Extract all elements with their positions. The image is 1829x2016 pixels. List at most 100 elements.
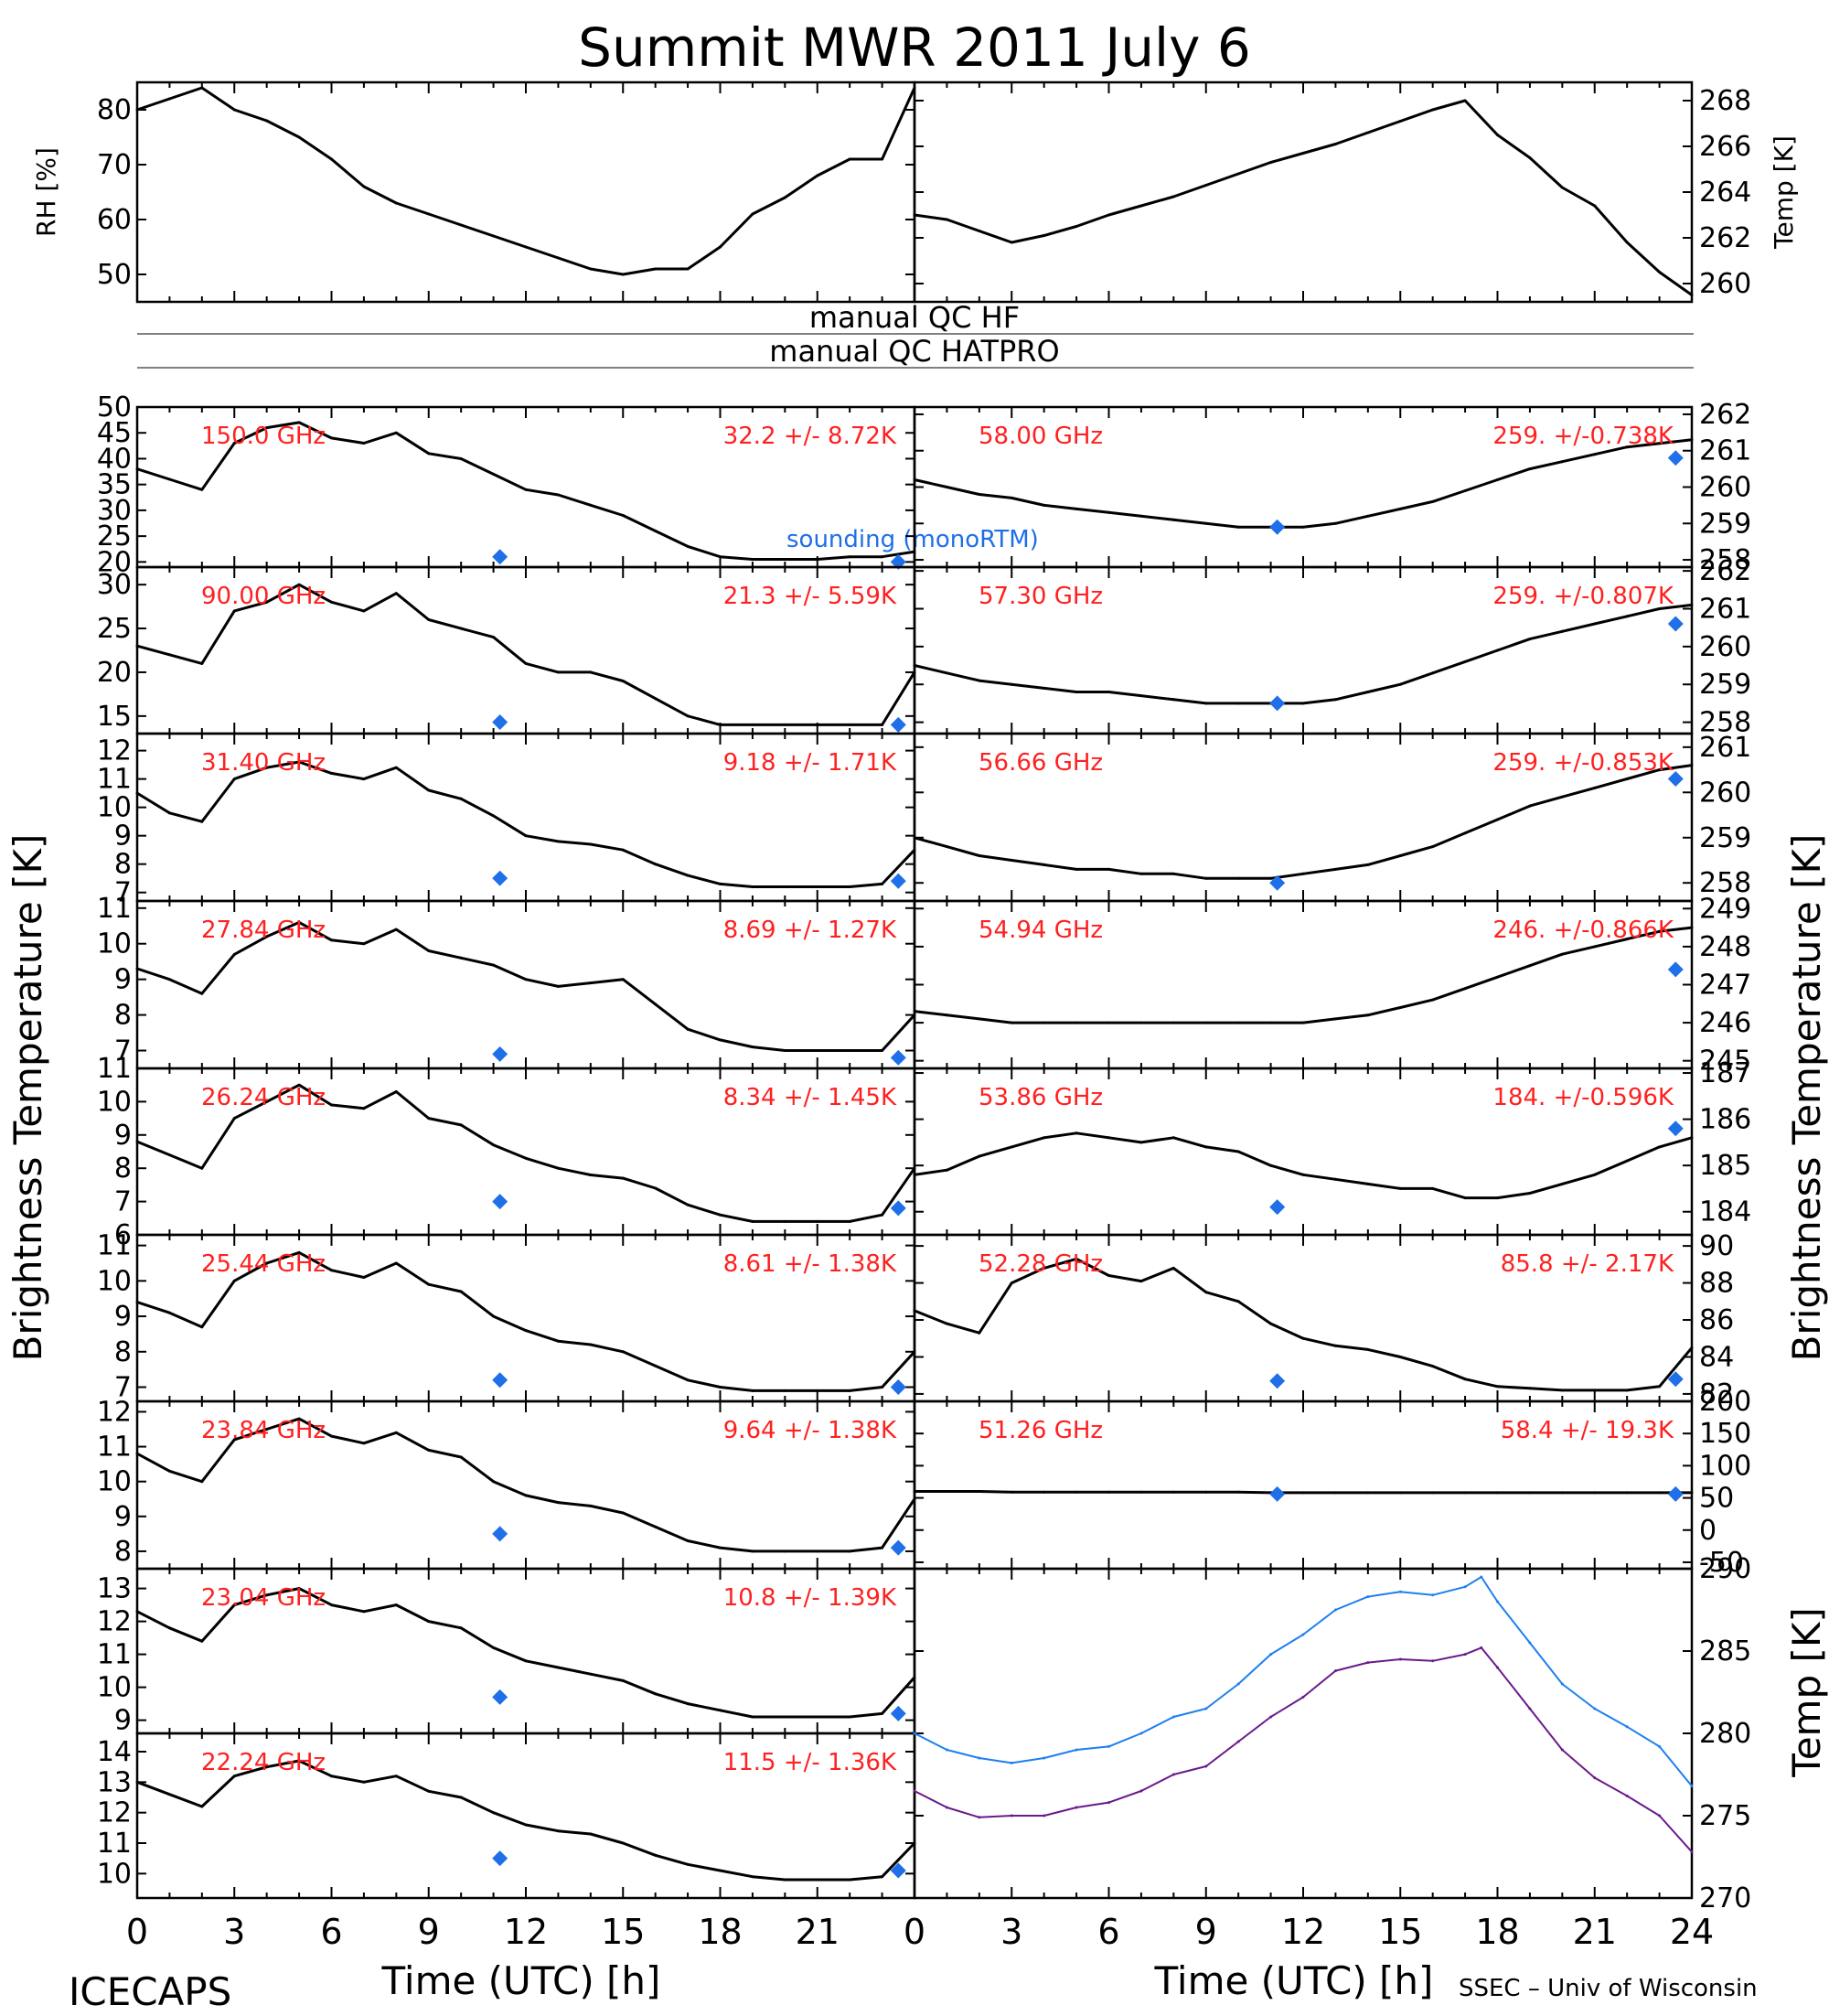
data-point [1010, 241, 1013, 244]
data-point [783, 1715, 786, 1719]
data-point [719, 1546, 722, 1550]
data-point [297, 1417, 301, 1421]
y-tick-label: 9 [114, 964, 132, 996]
data-point [427, 788, 431, 792]
sounding-marker [492, 870, 508, 886]
y-tick-label: 9 [114, 820, 132, 853]
data-point [556, 984, 560, 988]
data-point [621, 273, 625, 276]
data-point [1593, 945, 1597, 949]
data-point [362, 1276, 366, 1279]
panel-52.28: 82 84 86 88 90 52.28 GHz 85.8 +/- 2.17K [913, 1230, 1734, 1410]
data-point [1301, 525, 1305, 529]
y-tick-label: 86 [1699, 1304, 1734, 1336]
sounding-marker [1269, 519, 1286, 535]
data-point [816, 1049, 819, 1052]
y-tick-label: 245 [1699, 1046, 1751, 1078]
data-point [135, 1301, 139, 1304]
sounding-marker [890, 1049, 906, 1066]
sounding-marker [1269, 1485, 1286, 1502]
data-point [751, 1219, 754, 1223]
data-point [654, 267, 658, 271]
data-point [1204, 1021, 1208, 1024]
data-point [1366, 1491, 1370, 1495]
data-point [556, 1501, 560, 1505]
data-point [1398, 1657, 1402, 1661]
data-point [1496, 1600, 1499, 1603]
data-point [589, 981, 593, 985]
data-point [1496, 1491, 1499, 1495]
y-tick-label: 9 [114, 1501, 132, 1533]
sounding-marker [890, 553, 906, 570]
data-point [1236, 1150, 1240, 1153]
data-point [848, 157, 851, 161]
stat-label: 259. +/-0.738K [1492, 423, 1674, 450]
data-point [881, 1546, 884, 1550]
data-point [394, 1261, 398, 1265]
y-tick-label: 10 [97, 1672, 132, 1704]
y-tick-label: 15 [97, 701, 132, 733]
x-tick-label: 12 [1281, 1912, 1325, 1952]
panel-frame [913, 1567, 1694, 1900]
data-point [686, 267, 690, 271]
data-point [1625, 938, 1629, 941]
data-point [524, 661, 528, 665]
data-point [1301, 702, 1305, 705]
data-point [1625, 615, 1629, 618]
data-point [1043, 863, 1046, 866]
data-point [1043, 1814, 1046, 1818]
sounding-marker [1667, 1121, 1684, 1137]
data-point [1301, 1173, 1305, 1176]
data-point [330, 1103, 333, 1107]
data-point [394, 1603, 398, 1607]
y-tick-label: 7 [114, 1035, 132, 1067]
data-point [427, 452, 431, 456]
data-point [1075, 691, 1078, 693]
data-point [394, 1090, 398, 1093]
data-point [1204, 876, 1208, 880]
sounding-marker [1667, 961, 1684, 978]
data-point [1690, 764, 1694, 767]
data-point [330, 1434, 333, 1438]
data-point [1301, 1633, 1305, 1636]
data-point [848, 1550, 851, 1553]
data-point [556, 1829, 560, 1833]
data-point [1463, 1196, 1467, 1200]
data-point [459, 1796, 463, 1799]
y-tick-label: 258 [1699, 707, 1751, 739]
data-point [1560, 460, 1564, 464]
data-point [427, 618, 431, 621]
x-tick-label: 3 [223, 1912, 245, 1952]
data-point [1593, 622, 1597, 626]
data-point [719, 555, 722, 559]
data-point [686, 1027, 690, 1031]
y-tick-label: 25 [97, 613, 132, 645]
frequency-label: 23.04 GHz [201, 1584, 326, 1612]
data-point [167, 1311, 171, 1314]
sounding-marker [492, 1526, 508, 1542]
data-point [1043, 1490, 1046, 1494]
stat-label: 8.69 +/- 1.27K [723, 917, 897, 944]
data-point [200, 820, 204, 823]
data-point [1366, 863, 1370, 866]
data-point [1658, 1385, 1662, 1389]
y-tick-label: 11 [97, 1230, 132, 1262]
frequency-label: 31.40 GHz [201, 749, 326, 777]
y-tick-label: 20 [97, 657, 132, 689]
sounding-marker [1667, 616, 1684, 632]
y-tick-label: 6 [114, 1219, 132, 1251]
data-point [1301, 152, 1305, 155]
data-point [1171, 1715, 1175, 1719]
sounding-marker [1667, 1371, 1684, 1388]
stat-label: 8.34 +/- 1.45K [723, 1084, 897, 1111]
data-point [1366, 1013, 1370, 1017]
data-point [1625, 445, 1629, 449]
data-point [1204, 1291, 1208, 1294]
data-point [1625, 1725, 1629, 1729]
data-point [1528, 1641, 1532, 1645]
data-point [1463, 659, 1467, 663]
data-point [1431, 499, 1435, 503]
x-tick-label: 6 [1097, 1912, 1119, 1952]
y-tick-label: 246 [1699, 1007, 1751, 1039]
data-point [135, 1140, 139, 1143]
